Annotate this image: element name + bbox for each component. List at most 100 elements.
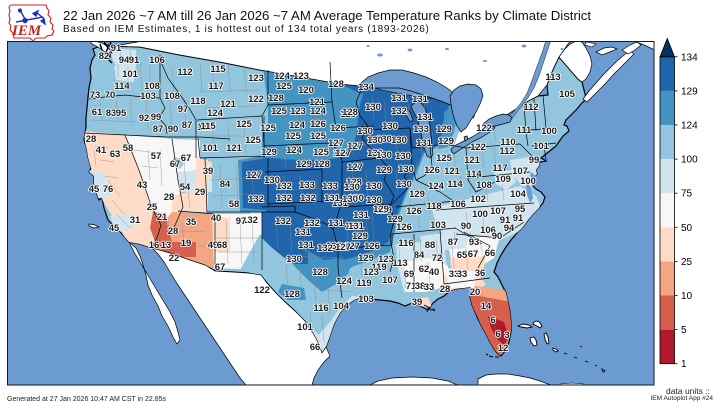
svg-text:134: 134 (358, 82, 375, 93)
svg-text:114: 114 (114, 81, 130, 92)
svg-text:127: 127 (347, 162, 363, 173)
svg-text:126: 126 (330, 123, 346, 134)
svg-text:84: 84 (414, 250, 425, 261)
svg-text:117: 117 (492, 163, 507, 174)
svg-text:126: 126 (396, 222, 412, 233)
svg-text:131: 131 (324, 193, 341, 204)
svg-text:132: 132 (304, 218, 320, 229)
svg-text:91: 91 (513, 213, 524, 224)
svg-text:130: 130 (398, 164, 414, 175)
svg-text:123: 123 (290, 106, 306, 117)
svg-text:90: 90 (492, 231, 503, 242)
svg-text:1: 1 (681, 359, 687, 370)
svg-text:33: 33 (449, 269, 460, 280)
svg-text:121: 121 (464, 155, 481, 166)
svg-text:129: 129 (296, 159, 312, 170)
svg-text:126: 126 (406, 206, 422, 217)
svg-text:35: 35 (186, 217, 197, 228)
svg-text:93: 93 (469, 237, 480, 248)
svg-text:102: 102 (470, 194, 486, 205)
svg-text:130: 130 (391, 135, 407, 146)
svg-text:128: 128 (328, 79, 344, 90)
svg-text:130: 130 (342, 194, 358, 205)
svg-text:41: 41 (96, 145, 107, 156)
svg-text:131: 131 (416, 138, 433, 149)
svg-text:123: 123 (293, 71, 309, 82)
svg-text:129: 129 (358, 253, 374, 264)
svg-text:103: 103 (430, 220, 446, 231)
svg-text:117: 117 (208, 81, 223, 92)
svg-text:58: 58 (229, 199, 240, 210)
svg-text:129: 129 (261, 147, 277, 158)
svg-text:120: 120 (298, 85, 314, 96)
svg-text:104: 104 (510, 189, 527, 200)
svg-text:128: 128 (340, 109, 356, 120)
svg-text:29: 29 (195, 187, 206, 198)
svg-text:21: 21 (157, 212, 168, 223)
svg-text:66: 66 (485, 248, 496, 259)
svg-text:124: 124 (681, 121, 698, 132)
svg-text:66: 66 (310, 342, 321, 353)
svg-text:121: 121 (444, 166, 461, 177)
svg-text:131: 131 (353, 210, 370, 221)
svg-text:57: 57 (151, 151, 162, 162)
svg-text:131: 131 (328, 218, 345, 229)
svg-text:113: 113 (545, 72, 560, 83)
svg-text:25: 25 (147, 202, 158, 213)
svg-text:132: 132 (248, 194, 264, 205)
svg-text:91: 91 (500, 215, 511, 226)
svg-text:28: 28 (440, 284, 451, 295)
svg-text:130: 130 (376, 150, 392, 161)
svg-text:126: 126 (364, 241, 380, 252)
svg-text:67: 67 (181, 153, 192, 164)
svg-text:131: 131 (345, 221, 362, 232)
svg-text:108: 108 (144, 81, 160, 92)
svg-text:124: 124 (428, 181, 445, 192)
svg-text:36: 36 (475, 268, 486, 279)
svg-text:14: 14 (481, 301, 492, 312)
svg-text:71: 71 (406, 281, 417, 292)
svg-text:112: 112 (523, 102, 538, 113)
svg-text:38: 38 (415, 281, 426, 292)
svg-text:128: 128 (342, 107, 358, 118)
svg-text:119: 119 (356, 278, 371, 289)
svg-text:95: 95 (515, 204, 526, 215)
svg-text:40: 40 (429, 267, 440, 278)
svg-text:125: 125 (236, 119, 253, 130)
svg-text:83: 83 (106, 108, 117, 119)
svg-text:97: 97 (236, 216, 247, 227)
svg-text:131: 131 (298, 240, 315, 251)
svg-text:67: 67 (468, 249, 479, 260)
svg-text:119: 119 (371, 262, 386, 273)
svg-text:40: 40 (211, 213, 222, 224)
svg-text:132: 132 (276, 193, 292, 204)
svg-text:50: 50 (681, 223, 693, 234)
svg-text:106: 106 (149, 55, 165, 66)
svg-text:130: 130 (366, 195, 382, 206)
svg-text:103: 103 (358, 294, 374, 305)
svg-text:132: 132 (300, 193, 316, 204)
svg-text:112: 112 (499, 146, 514, 157)
svg-text:28: 28 (86, 134, 97, 145)
svg-text:13: 13 (161, 240, 172, 251)
svg-text:124: 124 (274, 71, 291, 82)
svg-text:129: 129 (376, 205, 392, 216)
svg-text:123: 123 (378, 254, 394, 265)
svg-text:118: 118 (190, 96, 205, 107)
svg-text:101: 101 (533, 141, 550, 152)
svg-text:132: 132 (276, 181, 292, 192)
svg-text:127: 127 (335, 242, 351, 253)
svg-text:113: 113 (392, 258, 407, 269)
svg-text:118: 118 (426, 201, 441, 212)
svg-text:130: 130 (395, 151, 411, 162)
svg-text:101: 101 (297, 322, 314, 333)
svg-text:124: 124 (207, 108, 224, 119)
svg-text:130: 130 (365, 102, 381, 113)
svg-text:130: 130 (348, 193, 364, 204)
svg-text:124: 124 (310, 106, 327, 117)
svg-text:128: 128 (346, 177, 362, 188)
svg-text:87: 87 (182, 120, 193, 131)
svg-text:130: 130 (367, 135, 383, 146)
svg-text:131: 131 (332, 198, 349, 209)
svg-text:84: 84 (220, 179, 231, 190)
